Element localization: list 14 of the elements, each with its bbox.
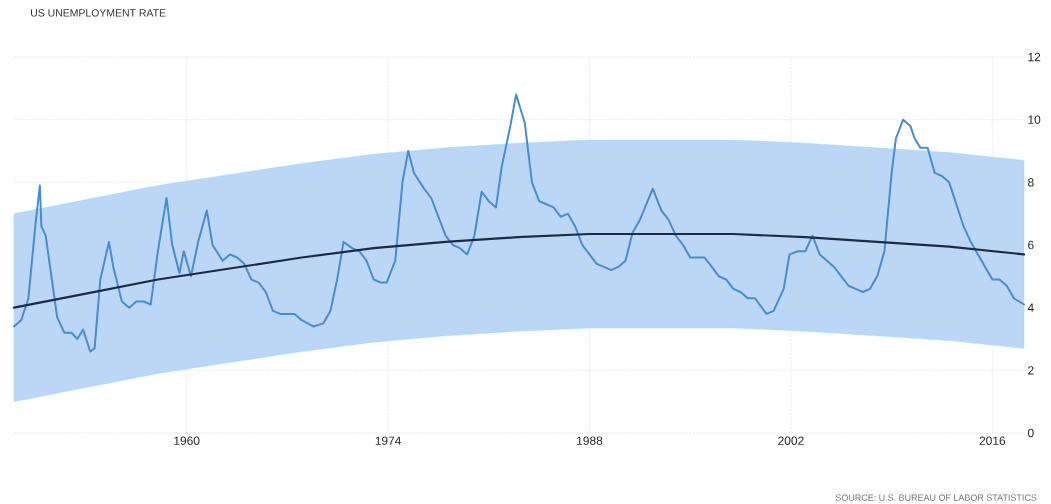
chart-title: US UNEMPLOYMENT RATE <box>31 9 166 17</box>
source-note: SOURCE: U.S. BUREAU OF LABOR STATISTICS <box>835 494 1037 501</box>
x-tick-label: 1988 <box>577 436 603 445</box>
x-tick-label: 1960 <box>174 436 200 445</box>
y-tick-label: 12 <box>1028 52 1041 62</box>
x-tick-label: 2016 <box>979 436 1006 445</box>
x-tick-label: 2002 <box>778 436 804 445</box>
y-tick-label: 2 <box>1028 366 1034 375</box>
y-tick-label: 8 <box>1028 178 1034 187</box>
x-tick-label: 1974 <box>375 436 402 445</box>
y-tick-label: 4 <box>1027 303 1034 312</box>
y-tick-label: 0 <box>1027 428 1034 438</box>
y-tick-label: 6 <box>1028 240 1034 250</box>
y-tick-label: 10 <box>1028 115 1041 124</box>
